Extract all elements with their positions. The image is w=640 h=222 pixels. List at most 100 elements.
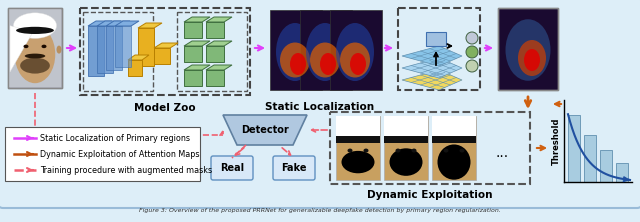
- FancyBboxPatch shape: [568, 115, 580, 182]
- FancyBboxPatch shape: [106, 26, 122, 70]
- Ellipse shape: [342, 151, 374, 173]
- FancyBboxPatch shape: [384, 137, 428, 143]
- FancyBboxPatch shape: [336, 116, 380, 180]
- Text: Static Localization: Static Localization: [266, 102, 374, 112]
- Text: Detector: Detector: [241, 125, 289, 135]
- FancyBboxPatch shape: [498, 8, 558, 90]
- Ellipse shape: [15, 26, 55, 83]
- Ellipse shape: [24, 45, 29, 48]
- FancyBboxPatch shape: [184, 22, 202, 38]
- FancyBboxPatch shape: [384, 116, 428, 180]
- Ellipse shape: [364, 149, 369, 153]
- Ellipse shape: [320, 53, 336, 75]
- Ellipse shape: [280, 42, 310, 77]
- Ellipse shape: [276, 23, 314, 81]
- Ellipse shape: [518, 40, 546, 76]
- Polygon shape: [402, 70, 462, 90]
- Text: Real: Real: [220, 163, 244, 173]
- Polygon shape: [97, 21, 121, 26]
- Polygon shape: [106, 21, 130, 26]
- Ellipse shape: [350, 53, 366, 75]
- FancyBboxPatch shape: [432, 116, 476, 180]
- Ellipse shape: [389, 140, 423, 172]
- Ellipse shape: [20, 57, 50, 74]
- Circle shape: [466, 46, 478, 58]
- Ellipse shape: [25, 54, 45, 58]
- Polygon shape: [115, 21, 139, 26]
- Ellipse shape: [56, 46, 61, 54]
- FancyBboxPatch shape: [184, 70, 202, 86]
- FancyBboxPatch shape: [8, 8, 62, 88]
- Circle shape: [466, 32, 478, 44]
- FancyBboxPatch shape: [616, 163, 628, 182]
- FancyBboxPatch shape: [270, 10, 322, 90]
- Polygon shape: [206, 17, 232, 22]
- FancyBboxPatch shape: [273, 156, 315, 180]
- Polygon shape: [184, 17, 210, 22]
- FancyBboxPatch shape: [300, 10, 352, 90]
- FancyBboxPatch shape: [184, 46, 202, 62]
- Text: Threshold: Threshold: [552, 117, 561, 165]
- Polygon shape: [154, 43, 178, 48]
- Polygon shape: [138, 23, 162, 28]
- Text: Dynamic Exploitation of Attention Maps: Dynamic Exploitation of Attention Maps: [40, 149, 200, 159]
- Text: ...: ...: [495, 146, 509, 160]
- Ellipse shape: [310, 42, 340, 77]
- Text: Dynamic Exploitation: Dynamic Exploitation: [367, 190, 493, 200]
- Ellipse shape: [348, 149, 353, 153]
- FancyBboxPatch shape: [128, 60, 142, 76]
- Polygon shape: [206, 41, 232, 46]
- Circle shape: [466, 60, 478, 72]
- Ellipse shape: [16, 27, 54, 34]
- Ellipse shape: [340, 42, 370, 77]
- FancyBboxPatch shape: [115, 26, 131, 67]
- Polygon shape: [402, 58, 462, 78]
- FancyBboxPatch shape: [336, 137, 380, 143]
- Text: Model Zoo: Model Zoo: [134, 103, 196, 113]
- Ellipse shape: [42, 45, 47, 48]
- Polygon shape: [184, 41, 210, 46]
- FancyBboxPatch shape: [432, 116, 476, 140]
- FancyBboxPatch shape: [432, 137, 476, 143]
- Polygon shape: [402, 46, 462, 66]
- Text: Figure 3: Overview of the proposed PRRNet for generalizable deepfake detection b: Figure 3: Overview of the proposed PRRNe…: [139, 208, 501, 213]
- Ellipse shape: [390, 148, 422, 176]
- Ellipse shape: [13, 13, 56, 38]
- Ellipse shape: [437, 140, 471, 172]
- Polygon shape: [128, 55, 149, 60]
- FancyBboxPatch shape: [211, 156, 253, 180]
- Polygon shape: [88, 21, 112, 26]
- FancyBboxPatch shape: [206, 46, 224, 62]
- Ellipse shape: [396, 149, 401, 153]
- Ellipse shape: [460, 149, 465, 153]
- FancyBboxPatch shape: [5, 127, 200, 181]
- Text: Training procedure with augmented masks: Training procedure with augmented masks: [40, 165, 212, 174]
- FancyBboxPatch shape: [154, 48, 170, 64]
- FancyBboxPatch shape: [206, 70, 224, 86]
- Polygon shape: [10, 26, 33, 72]
- Polygon shape: [184, 65, 210, 70]
- Ellipse shape: [524, 49, 540, 71]
- FancyBboxPatch shape: [584, 135, 596, 182]
- FancyBboxPatch shape: [426, 32, 446, 46]
- Ellipse shape: [290, 53, 306, 75]
- Text: Fake: Fake: [281, 163, 307, 173]
- Polygon shape: [223, 115, 307, 145]
- Ellipse shape: [341, 140, 375, 172]
- Ellipse shape: [336, 23, 374, 81]
- Text: Static Localization of Primary regions: Static Localization of Primary regions: [40, 133, 190, 143]
- Ellipse shape: [444, 149, 449, 153]
- FancyBboxPatch shape: [600, 150, 612, 182]
- Ellipse shape: [412, 149, 417, 153]
- FancyBboxPatch shape: [138, 28, 154, 66]
- FancyBboxPatch shape: [9, 9, 61, 87]
- FancyBboxPatch shape: [330, 10, 382, 90]
- FancyBboxPatch shape: [384, 116, 428, 140]
- Ellipse shape: [306, 23, 344, 81]
- FancyBboxPatch shape: [336, 116, 380, 140]
- Ellipse shape: [438, 145, 470, 180]
- FancyBboxPatch shape: [88, 26, 104, 76]
- FancyBboxPatch shape: [206, 22, 224, 38]
- Ellipse shape: [506, 19, 550, 81]
- Polygon shape: [206, 65, 232, 70]
